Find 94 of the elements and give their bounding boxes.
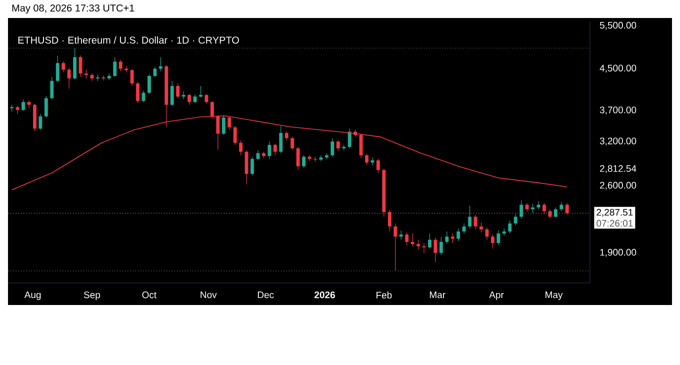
- candlestick: [434, 237, 438, 262]
- candlestick: [239, 140, 243, 156]
- candlestick: [147, 74, 151, 94]
- text: ETHUSD · Ethereum / U.S. Dollar · 1D · CRYPTO: [18, 36, 239, 44]
- candlestick: [296, 146, 300, 170]
- candlestick: [233, 126, 237, 146]
- candlestick: [485, 227, 489, 240]
- candlestick: [290, 136, 294, 150]
- candlestick: [480, 222, 483, 233]
- candlestick: [525, 202, 529, 212]
- candlestick: [439, 236, 443, 256]
- candlestick: [496, 230, 500, 246]
- x-tick-label: Sep: [84, 292, 100, 300]
- candlestick: [118, 60, 122, 72]
- candlestick: [176, 83, 180, 98]
- x-tick-label: Dec: [258, 292, 274, 298]
- candlestick: [474, 214, 478, 230]
- candlestick: [170, 80, 174, 106]
- candlestick: [468, 205, 472, 229]
- candlestick: [388, 210, 392, 232]
- candlestick: [348, 128, 352, 149]
- candlestick: [199, 86, 202, 98]
- x-tick-label: Mar: [430, 292, 446, 298]
- candlestick: [38, 114, 42, 130]
- candlestick: [67, 67, 71, 89]
- x-tick-label: Aug: [24, 292, 41, 300]
- candlestick: [90, 72, 94, 82]
- x-tick-label: May: [546, 292, 563, 300]
- ref-line-label: 2,287.51: [596, 208, 633, 217]
- candlestick: [520, 200, 524, 219]
- y-tick-label: 3,700.00: [600, 106, 636, 114]
- candlestick: [456, 228, 460, 242]
- x-tick-label: Apr: [489, 292, 504, 300]
- candlestick: [365, 154, 368, 166]
- candlestick: [279, 126, 283, 154]
- candlestick: [399, 230, 403, 240]
- candlestick: [560, 202, 564, 212]
- candlestick: [62, 60, 66, 73]
- candlestick: [16, 106, 20, 114]
- x-tick-label: 2026: [314, 292, 335, 298]
- candlestick: [44, 96, 48, 118]
- candlestick: [554, 207, 558, 218]
- candlestick: [548, 208, 552, 219]
- candlestick: [428, 233, 432, 249]
- candlestick: [536, 200, 540, 210]
- candlestick: [56, 56, 60, 82]
- candlestick: [531, 204, 534, 214]
- candlestick: [268, 141, 272, 160]
- y-tick-label: 5,500.00: [600, 22, 636, 30]
- candlestick: [490, 234, 494, 249]
- candlestick: [336, 140, 340, 152]
- candlestick: [188, 94, 191, 106]
- candlestick: [284, 130, 288, 140]
- candlestick: [273, 143, 277, 156]
- candlestick: [256, 150, 260, 161]
- y-tick-label: 4,500.00: [600, 64, 636, 73]
- x-tick-label: Nov: [200, 292, 217, 298]
- candlestick: [136, 82, 140, 104]
- y-tick-label: 2,600.00: [600, 182, 636, 190]
- y-tick-label: 2,812.54: [600, 165, 636, 174]
- candlestick: [416, 239, 420, 250]
- candlestick: [130, 68, 134, 86]
- candlestick: [462, 223, 466, 234]
- candlestick: [376, 158, 380, 174]
- candlestick: [422, 242, 426, 254]
- candlestick: [182, 90, 186, 100]
- y-tick-label: 3,200.00: [600, 138, 636, 146]
- candlestick: [27, 100, 31, 109]
- candlestick: [153, 66, 157, 78]
- x-tick-label: Feb: [376, 292, 392, 298]
- candlestick: [204, 94, 208, 104]
- candlestick: [50, 76, 54, 100]
- candlestick: [73, 48, 77, 80]
- candlestick: [250, 156, 254, 176]
- text: 07:26:01: [596, 220, 633, 227]
- candlestick: [394, 223, 398, 271]
- x-tick-label: Oct: [142, 292, 157, 298]
- candlestick: [319, 154, 323, 162]
- text: May 08, 2026 17:33 UTC+1: [12, 4, 134, 14]
- candlestick: [302, 154, 306, 168]
- candlestick: [410, 233, 414, 247]
- candlestick: [445, 231, 449, 244]
- candlestick: [22, 98, 25, 112]
- candlestick: [514, 214, 518, 226]
- candlestick: [542, 202, 546, 214]
- y-tick-label: 1,900.00: [600, 248, 636, 257]
- candlestick: [113, 56, 117, 78]
- candlestick: [405, 232, 409, 246]
- candlestick: [508, 220, 512, 234]
- candlestick: [222, 114, 226, 136]
- candlestick: [450, 233, 454, 244]
- candlestick: [565, 202, 569, 216]
- candlestick: [330, 138, 334, 158]
- candlestick: [33, 103, 36, 132]
